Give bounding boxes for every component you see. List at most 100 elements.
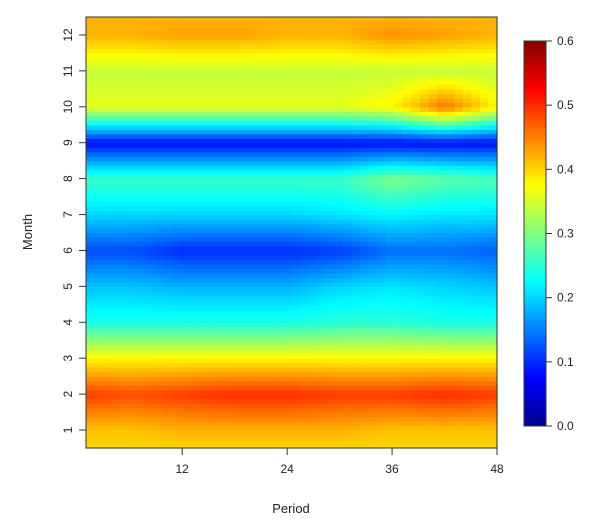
heatmap-cell bbox=[342, 183, 353, 189]
heatmap-cell bbox=[265, 79, 275, 85]
heatmap-cell bbox=[265, 169, 275, 175]
heatmap-cell bbox=[454, 84, 464, 90]
heatmap-cell bbox=[394, 236, 404, 243]
heatmap-cell bbox=[214, 317, 224, 323]
heatmap-cell bbox=[128, 75, 138, 81]
heatmap-cell bbox=[282, 380, 293, 386]
heatmap-cell bbox=[291, 232, 301, 238]
heatmap-cell bbox=[334, 61, 344, 67]
heatmap-cell bbox=[471, 299, 481, 305]
heatmap-cell bbox=[471, 272, 481, 278]
heatmap-cell bbox=[180, 439, 190, 445]
heatmap-cell bbox=[291, 367, 301, 373]
heatmap-cell bbox=[128, 79, 138, 85]
heatmap-cell bbox=[171, 335, 181, 341]
heatmap-cell bbox=[317, 322, 327, 328]
heatmap-cell bbox=[86, 79, 96, 85]
heatmap-cell bbox=[479, 61, 490, 67]
heatmap-cell bbox=[471, 335, 481, 341]
heatmap-cell bbox=[419, 236, 430, 243]
heatmap-cell bbox=[377, 439, 387, 445]
heatmap-cell bbox=[308, 165, 318, 171]
heatmap-cell bbox=[334, 129, 344, 135]
heatmap-cell bbox=[334, 111, 344, 117]
heatmap-cell bbox=[488, 286, 498, 292]
heatmap-cell bbox=[274, 313, 284, 319]
heatmap-cell bbox=[94, 129, 104, 135]
heatmap-cell bbox=[445, 304, 455, 310]
heatmap-cell bbox=[462, 412, 472, 418]
heatmap-cell bbox=[231, 281, 241, 287]
heatmap-cell bbox=[214, 97, 224, 103]
heatmap-cell bbox=[265, 43, 275, 50]
heatmap-cell bbox=[291, 349, 301, 355]
heatmap-cell bbox=[411, 115, 421, 121]
heatmap-cell bbox=[137, 371, 147, 377]
heatmap-cell bbox=[437, 228, 447, 234]
heatmap-cell bbox=[163, 111, 173, 117]
heatmap-cell bbox=[317, 272, 327, 278]
heatmap-cell bbox=[351, 407, 361, 413]
heatmap-cell bbox=[471, 201, 481, 207]
heatmap-cell bbox=[479, 201, 490, 207]
heatmap-cell bbox=[291, 34, 301, 41]
heatmap-cell bbox=[445, 178, 455, 184]
heatmap-cell bbox=[479, 129, 490, 135]
heatmap-cell bbox=[368, 228, 378, 234]
heatmap-cell bbox=[214, 394, 224, 400]
heatmap-cell bbox=[300, 349, 310, 355]
heatmap-cell bbox=[394, 106, 404, 112]
heatmap-cell bbox=[111, 57, 121, 63]
heatmap-cell bbox=[325, 142, 335, 148]
heatmap-cell bbox=[214, 425, 224, 431]
heatmap-cell bbox=[454, 434, 464, 440]
heatmap-cell bbox=[428, 102, 438, 108]
heatmap-cell bbox=[300, 317, 310, 323]
heatmap-cell bbox=[308, 21, 318, 27]
heatmap-cell bbox=[445, 48, 455, 54]
heatmap-cell bbox=[454, 214, 464, 220]
heatmap-cell bbox=[180, 349, 190, 355]
heatmap-cell bbox=[291, 156, 301, 162]
heatmap-cell bbox=[180, 66, 190, 72]
heatmap-cell bbox=[428, 358, 438, 364]
heatmap-cell bbox=[351, 111, 361, 117]
heatmap-cell bbox=[368, 17, 378, 23]
heatmap-cell bbox=[411, 245, 421, 252]
heatmap-cell bbox=[145, 192, 156, 198]
heatmap-cell bbox=[360, 263, 370, 270]
heatmap-cell bbox=[291, 236, 301, 243]
heatmap-cell bbox=[300, 277, 310, 283]
heatmap-cell bbox=[86, 57, 96, 63]
heatmap-cell bbox=[214, 30, 224, 36]
heatmap-cell bbox=[445, 376, 455, 382]
heatmap-cell bbox=[282, 187, 293, 193]
heatmap-cell bbox=[454, 223, 464, 229]
heatmap-cell bbox=[248, 196, 258, 202]
heatmap-cell bbox=[351, 151, 361, 157]
heatmap-cell bbox=[394, 281, 404, 287]
heatmap-cell bbox=[205, 120, 216, 126]
heatmap-cell bbox=[488, 295, 498, 301]
heatmap-cell bbox=[111, 299, 121, 305]
heatmap-cell bbox=[214, 362, 224, 368]
heatmap-cell bbox=[248, 21, 258, 27]
heatmap-cell bbox=[479, 214, 490, 220]
heatmap-cell bbox=[171, 403, 181, 409]
heatmap-cell bbox=[402, 286, 412, 292]
heatmap-cell bbox=[197, 236, 207, 243]
heatmap-cell bbox=[462, 272, 472, 278]
heatmap-cell bbox=[308, 169, 318, 175]
heatmap-cell bbox=[103, 362, 113, 368]
heatmap-cell bbox=[103, 196, 113, 202]
heatmap-cell bbox=[120, 245, 130, 252]
heatmap-cell bbox=[360, 304, 370, 310]
heatmap-cell bbox=[428, 398, 438, 404]
heatmap-cell bbox=[428, 407, 438, 413]
heatmap-cell bbox=[257, 295, 267, 301]
heatmap-cell bbox=[462, 268, 472, 274]
heatmap-cell bbox=[368, 439, 378, 445]
heatmap-cell bbox=[154, 192, 164, 198]
heatmap-cell bbox=[462, 430, 472, 436]
heatmap-cell bbox=[300, 254, 310, 261]
